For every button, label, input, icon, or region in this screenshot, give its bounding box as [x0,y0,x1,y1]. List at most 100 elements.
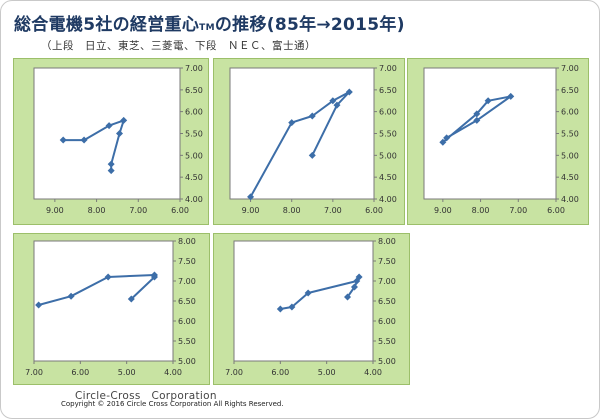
chart-svg-1: 7.00 6.50 6.00 5.50 5.00 4.50 4.00 9.00 8.00 7.00… [33,64,203,215]
data-point-marker [105,122,113,130]
y-tick-label: 6.50 [378,297,396,306]
data-point-marker [288,119,296,127]
plot-area [33,67,181,200]
y-tick-label: 6.50 [185,86,203,95]
x-tick-label: 6.00 [547,206,565,215]
x-tick-label: 7.00 [129,206,147,215]
data-point-marker [333,101,341,109]
y-tick-label: 5.00 [379,151,397,160]
y-tick-label: 6.50 [379,86,397,95]
x-tick-label: 8.00 [283,206,301,215]
page-subtitle: （上段 日立、東芝、三菱電、下段 ＮＥＣ、富士通） [41,40,316,52]
data-point-marker [247,193,255,201]
data-point-marker [288,303,296,311]
chart-panel-3: 7.00 6.50 6.00 5.50 5.00 4.50 4.00 9.00 8.00 7.00… [407,58,589,225]
y-tick-label: 4.00 [185,195,203,204]
y-tick-label: 4.00 [561,195,579,204]
data-point-marker [107,160,115,168]
y-tick-label: 7.00 [378,277,396,286]
y-tick-label: 8.00 [178,237,196,246]
y-tick-label: 4.50 [561,173,579,182]
data-point-marker [80,136,88,144]
chart-svg-4: 8.00 7.50 7.00 6.50 6.00 5.50 5.00 7.00 6.00 5.00… [25,237,196,377]
x-tick-label: 4.00 [164,368,182,377]
data-point-marker [439,138,447,146]
y-tick-label: 5.00 [178,357,196,366]
series-line [38,274,156,306]
x-tick-label: 9.00 [242,206,260,215]
plot-area [229,67,375,200]
x-tick-label: 6.00 [271,368,289,377]
data-point-marker [127,295,135,303]
x-tick-label: 6.00 [171,206,189,215]
x-tick-label: 9.00 [46,206,64,215]
series-line [442,95,512,143]
y-tick-label: 4.50 [185,173,203,182]
data-point-marker [304,289,312,297]
x-tick-label: 6.00 [365,206,383,215]
footer-copyright: Copyright © 2016 Circle Cross Corporatio… [61,400,284,408]
y-tick-label: 5.50 [379,130,397,139]
y-tick-label: 4.50 [379,173,397,182]
title-main: 総合電機5社の経営重心 [14,15,200,35]
y-tick-label: 7.00 [185,64,203,73]
data-point-marker [443,134,451,142]
x-tick-label: 7.00 [324,206,342,215]
y-tick-label: 6.00 [561,108,579,117]
data-point-marker [276,305,284,313]
plot-area [233,240,374,362]
x-tick-label: 5.00 [118,368,136,377]
plot-area [423,67,557,200]
chart-panel-2: 7.00 6.50 6.00 5.50 5.00 4.50 4.00 9.00 8.00 7.00… [213,58,405,225]
y-tick-label: 5.00 [561,151,579,160]
y-tick-label: 5.00 [378,357,396,366]
data-point-marker [473,110,481,118]
data-point-marker [484,97,492,105]
data-point-marker [150,273,158,281]
data-point-marker [104,273,112,281]
data-point-marker [473,116,481,124]
data-point-marker [308,151,316,159]
data-point-marker [344,293,352,301]
data-point-marker [67,292,75,300]
x-tick-label: 7.00 [509,206,527,215]
title-tail: の推移(85年→2015年) [214,15,405,35]
data-point-marker [350,283,358,291]
title-trademark: TM [199,23,215,33]
x-tick-label: 6.00 [71,368,89,377]
y-tick-label: 5.50 [561,130,579,139]
data-point-marker [308,112,316,120]
y-tick-label: 5.50 [185,130,203,139]
y-tick-label: 7.50 [178,257,196,266]
chart-svg-2: 7.00 6.50 6.00 5.50 5.00 4.50 4.00 9.00 8.00 7.00… [229,64,397,215]
chart-panel-4: 8.00 7.50 7.00 6.50 6.00 5.50 5.00 7.00 6.00 5.00… [13,233,210,385]
data-point-marker [507,92,515,100]
x-tick-label: 9.00 [434,206,452,215]
y-tick-label: 7.50 [378,257,396,266]
y-tick-label: 7.00 [379,64,397,73]
y-tick-label: 5.50 [378,337,396,346]
chart-panel-5: 8.00 7.50 7.00 6.50 6.00 5.50 5.00 7.00 6.00 5.00… [213,233,410,385]
y-tick-label: 4.00 [379,195,397,204]
data-point-marker [120,116,128,124]
x-tick-label: 7.00 [225,368,243,377]
y-tick-label: 6.00 [178,317,196,326]
x-tick-label: 8.00 [472,206,490,215]
chart-svg-5: 8.00 7.50 7.00 6.50 6.00 5.50 5.00 7.00 6.00 5.00… [225,237,396,377]
y-tick-label: 7.00 [561,64,579,73]
data-point-marker [107,167,115,175]
x-tick-label: 5.00 [318,368,336,377]
y-tick-label: 6.50 [178,297,196,306]
y-tick-label: 6.00 [378,317,396,326]
data-point-marker [116,130,124,137]
page-title: 総合電機5社の経営重心TMの推移(85年→2015年) [14,10,405,35]
data-point-marker [59,136,67,144]
data-point-marker [329,97,337,105]
y-tick-label: 8.00 [378,237,396,246]
chart-panel-1: 7.00 6.50 6.00 5.50 5.00 4.50 4.00 9.00 8.00 7.00… [13,58,209,225]
y-tick-label: 5.50 [178,337,196,346]
data-point-marker [35,301,43,309]
footer-company: Circle-Cross Corporation [75,390,217,402]
x-tick-label: 4.00 [364,368,382,377]
